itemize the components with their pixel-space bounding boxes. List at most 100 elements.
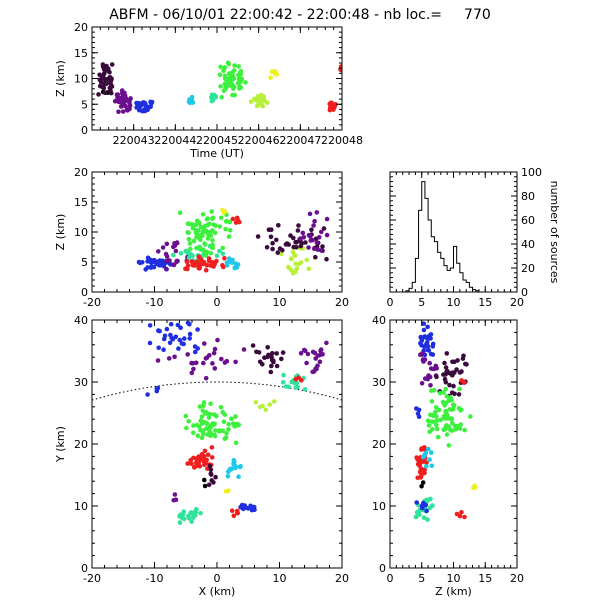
z-y-point [430, 352, 436, 357]
histogram-xtick-label: 15 [478, 296, 492, 309]
x-y-point [188, 510, 193, 516]
figure-title: ABFM - 06/10/01 22:00:42 - 22:00:48 - nb… [109, 7, 491, 23]
x-z-ytick-label: 20 [74, 166, 88, 179]
x-z-point [223, 226, 228, 232]
x-z-point [194, 218, 200, 224]
histogram-ytick-label: 100 [521, 166, 542, 179]
x-z-point [269, 227, 274, 232]
x-y-point [209, 455, 215, 460]
x-z-point [196, 228, 201, 233]
time-height-point [109, 90, 114, 96]
x-z-point [298, 260, 304, 265]
x-z-point [209, 245, 214, 250]
x-z-point [187, 241, 193, 246]
z-y-point [424, 508, 429, 514]
x-z-point [296, 223, 301, 228]
x-y-point [223, 489, 229, 494]
x-z-point [204, 249, 210, 255]
z-y-point [422, 376, 428, 381]
time-height-point [114, 92, 120, 98]
x-y-point [164, 326, 170, 332]
z-y-point [451, 403, 457, 408]
x-z-xtick-label: 10 [273, 296, 287, 309]
x-z-point [163, 251, 169, 257]
time-height-point [109, 76, 114, 81]
x-y-point [267, 402, 273, 407]
x-y-point [202, 448, 208, 454]
x-y-point [233, 359, 238, 365]
x-z-xtick-label: 0 [214, 296, 221, 309]
time-height-point [109, 84, 115, 89]
x-z-point [227, 228, 233, 233]
x-y-point [207, 429, 212, 434]
z-y-point [444, 394, 450, 399]
x-y-point [156, 328, 161, 333]
x-z-point [301, 235, 307, 240]
x-y-point [212, 412, 217, 417]
x-z-point [312, 218, 317, 224]
x-z-xtick-label: -20 [83, 296, 101, 309]
x-z-point [220, 245, 226, 251]
x-y-xtick-label: 20 [335, 572, 349, 585]
x-y-ytick-label: 10 [74, 500, 88, 513]
x-y-point [203, 356, 209, 361]
x-z-point [311, 223, 316, 228]
x-z-ytick-label: 10 [74, 226, 88, 239]
x-z-point [277, 246, 283, 251]
z-y-point [432, 387, 437, 393]
z-y-point [461, 353, 466, 359]
time-height-point [97, 72, 102, 78]
x-z-point [184, 259, 190, 265]
histogram-xtick-label: 20 [510, 296, 524, 309]
x-z-point [194, 245, 199, 251]
x-z-point [315, 247, 321, 252]
z-y-point [419, 484, 424, 489]
z-y-point [446, 443, 452, 448]
z-y-point [422, 357, 428, 362]
x-y-point [299, 378, 304, 383]
z-y-point [444, 351, 450, 356]
z-y-point [431, 419, 437, 425]
x-z-xtick-label: -10 [146, 296, 164, 309]
x-z-point [270, 246, 275, 252]
x-z-point [306, 245, 311, 250]
x-z-point [217, 248, 222, 254]
x-z-point [218, 215, 224, 221]
x-y-xtick-label: 10 [273, 572, 287, 585]
x-y-point [200, 408, 206, 413]
z-y-xtick-label: 5 [418, 572, 425, 585]
histogram-xtick-label: 0 [387, 296, 394, 309]
time-height-point [329, 100, 334, 106]
x-z-point [143, 267, 148, 272]
x-z-point [212, 230, 218, 236]
x-y-point [198, 510, 203, 516]
x-z-point [205, 216, 210, 221]
x-z-point [214, 253, 220, 259]
x-z-point [255, 234, 261, 239]
x-z-point [288, 256, 294, 262]
x-y-point [241, 347, 247, 352]
z-y-point [419, 473, 424, 478]
z-y-point [417, 459, 423, 465]
x-y-point [272, 399, 277, 404]
x-y-point [262, 355, 267, 361]
z-y-point [441, 372, 446, 377]
z-y-point [425, 517, 430, 522]
x-y-point [239, 502, 245, 508]
x-z-point [264, 245, 270, 250]
x-y-xtick-label: 0 [214, 572, 221, 585]
z-y-point [420, 454, 426, 460]
x-y-point [184, 425, 189, 431]
z-y-axes-frame [389, 319, 518, 569]
x-z-point [312, 246, 317, 252]
time-height-point [127, 97, 133, 102]
time-height-point [243, 80, 248, 85]
x-z-point [291, 235, 296, 241]
x-z-point [156, 249, 161, 254]
x-y-point [181, 509, 186, 514]
time-height-point [260, 103, 266, 109]
time-height-point [141, 100, 147, 105]
x-z-point [185, 266, 190, 272]
x-y-point [211, 350, 217, 356]
x-y-point [231, 458, 237, 463]
